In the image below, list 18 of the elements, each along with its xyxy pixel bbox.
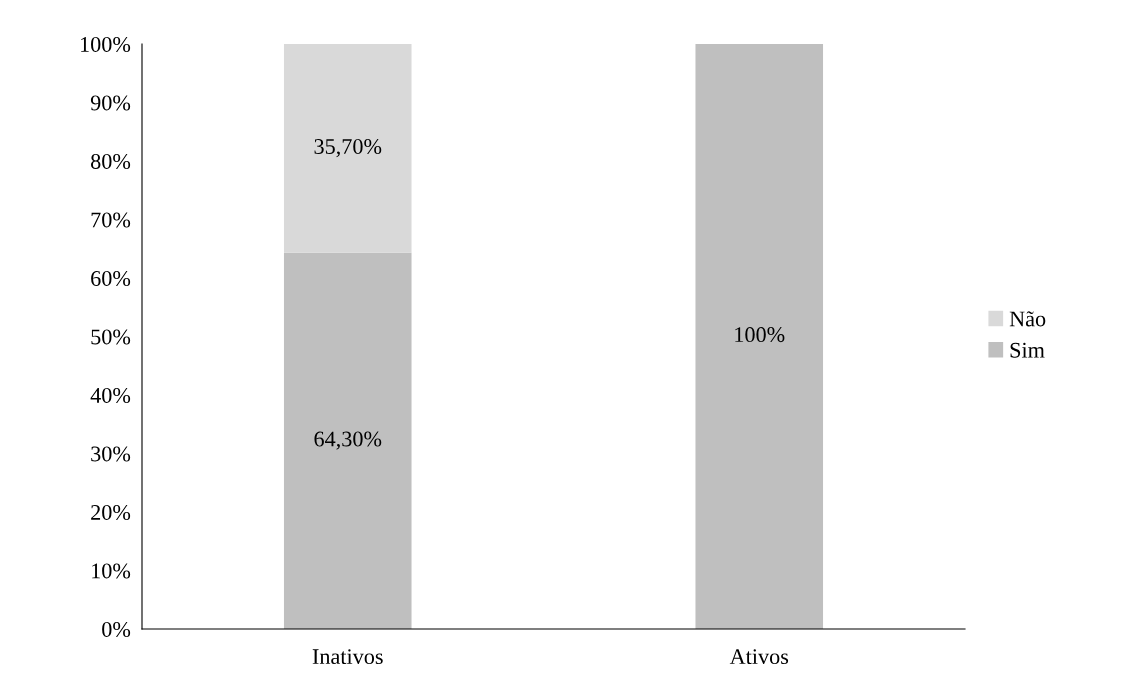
y-tick-label: 10% xyxy=(92,563,131,579)
x-tick-label: Inativos xyxy=(312,649,383,665)
y-tick-label: 60% xyxy=(91,270,131,286)
y-tick-label: 40% xyxy=(90,387,131,403)
legend-label: Não xyxy=(1009,311,1046,327)
y-tick-label: 30% xyxy=(91,446,131,462)
y-tick-label: 20% xyxy=(91,504,131,520)
y-tick-label: 0% xyxy=(102,621,131,637)
data-label: 64,30% xyxy=(314,431,382,450)
y-tick-label: 50% xyxy=(91,329,131,345)
x-tick-label: Ativos xyxy=(729,649,789,665)
y-tick-label: 90% xyxy=(90,95,131,111)
y-tick-label: 100% xyxy=(81,36,131,52)
data-label: 35,70% xyxy=(314,138,382,158)
legend-label: Sim xyxy=(1010,342,1045,358)
data-label: 100% xyxy=(735,327,785,343)
y-tick-label: 80% xyxy=(91,153,131,169)
y-tick-label: 70% xyxy=(91,212,131,228)
